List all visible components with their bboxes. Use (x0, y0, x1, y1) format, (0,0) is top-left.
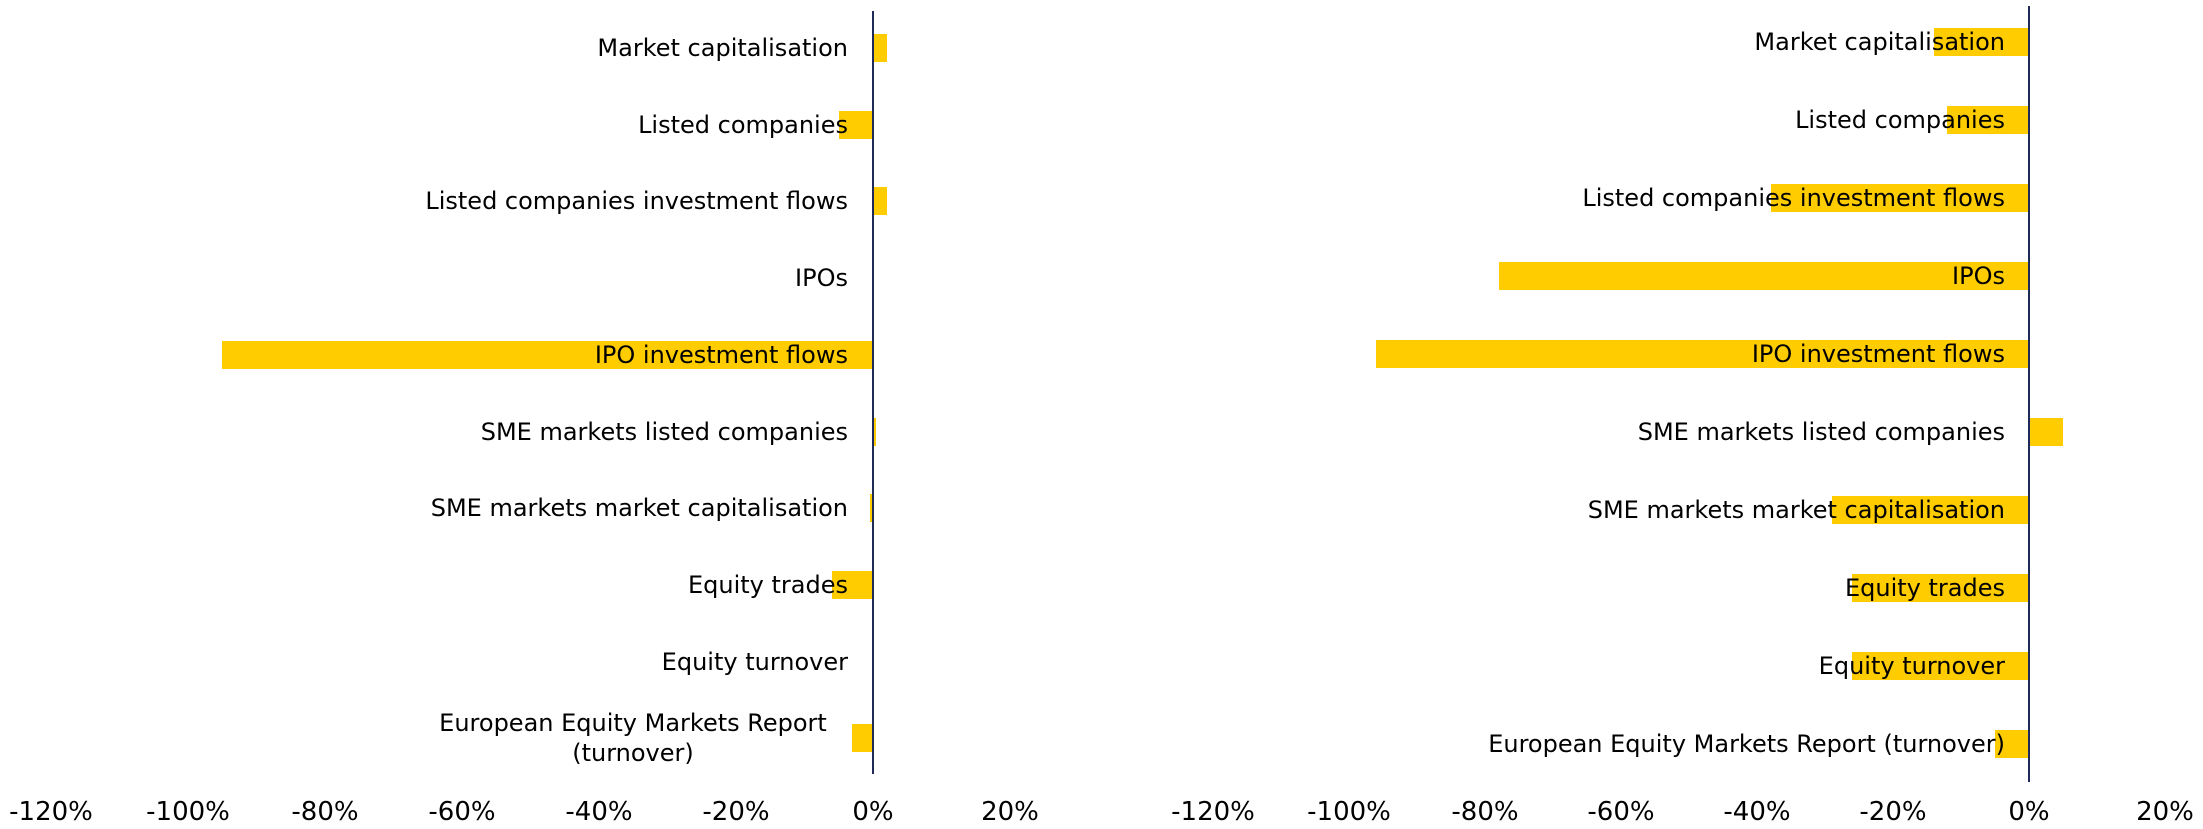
zero-axis (2028, 6, 2030, 782)
bar (852, 724, 873, 753)
x-tick-label: 0% (2008, 797, 2050, 827)
x-tick-label: -40% (1723, 797, 1791, 827)
bar (838, 110, 873, 139)
category-label: Equity trades (1844, 574, 2005, 602)
bar (1995, 730, 2029, 758)
x-tick-label: 20% (981, 797, 1039, 827)
category-label: Listed companies (638, 110, 848, 139)
x-tick-label: -20% (702, 797, 770, 827)
category-label: SME markets listed companies (480, 417, 848, 446)
x-tick-label: -60% (1587, 797, 1655, 827)
category-label: Equity turnover (661, 647, 848, 676)
category-label: SME markets market capitalisation (430, 494, 848, 523)
category-label: IPO investment flows (594, 340, 848, 369)
category-label: IPO investment flows (1751, 340, 2005, 368)
category-label: IPOs (1952, 262, 2005, 290)
x-tick-label: -60% (428, 797, 496, 827)
category-label: Market capitalisation (597, 34, 848, 62)
bar (869, 494, 873, 523)
bar (1376, 340, 2029, 368)
x-tick-label: -40% (565, 797, 633, 827)
bar (873, 417, 877, 446)
bar (1947, 106, 2029, 134)
category-label: Listed companies investment flows (1582, 184, 2005, 212)
category-label: SME markets market capitalisation (1587, 496, 2005, 524)
category-label: Listed companies investment flows (425, 187, 848, 216)
x-tick-label: 0% (852, 797, 894, 827)
bar (1498, 262, 2029, 290)
x-tick-label: -80% (291, 797, 359, 827)
x-tick-label: -120% (1171, 797, 1255, 827)
x-tick-label: -100% (1307, 797, 1391, 827)
category-label: IPOs (795, 264, 848, 293)
x-tick-label: -80% (1451, 797, 1519, 827)
bar (1852, 574, 2029, 602)
bar (873, 187, 887, 216)
x-tick-label: 20% (2136, 797, 2194, 827)
category-label: SME markets listed companies (1637, 418, 2005, 446)
bar (1852, 652, 2029, 680)
x-tick-label: -120% (9, 797, 93, 827)
category-label: Market capitalisation (1754, 28, 2005, 56)
category-label: European Equity Markets Report (turnover… (439, 709, 827, 768)
category-label: Equity trades (687, 570, 848, 599)
bar (831, 570, 873, 599)
category-label: Equity turnover (1818, 652, 2005, 680)
category-label: European Equity Markets Report (turnover… (1488, 730, 2005, 758)
bar (1770, 184, 2029, 212)
bar (222, 340, 873, 369)
x-tick-label: -20% (1859, 797, 1927, 827)
zero-axis (872, 11, 874, 774)
category-label: Listed companies (1795, 106, 2005, 134)
bar (1831, 496, 2029, 524)
bar (873, 34, 887, 62)
x-tick-label: -100% (146, 797, 230, 827)
bar (2029, 418, 2063, 446)
bar (1933, 28, 2029, 56)
